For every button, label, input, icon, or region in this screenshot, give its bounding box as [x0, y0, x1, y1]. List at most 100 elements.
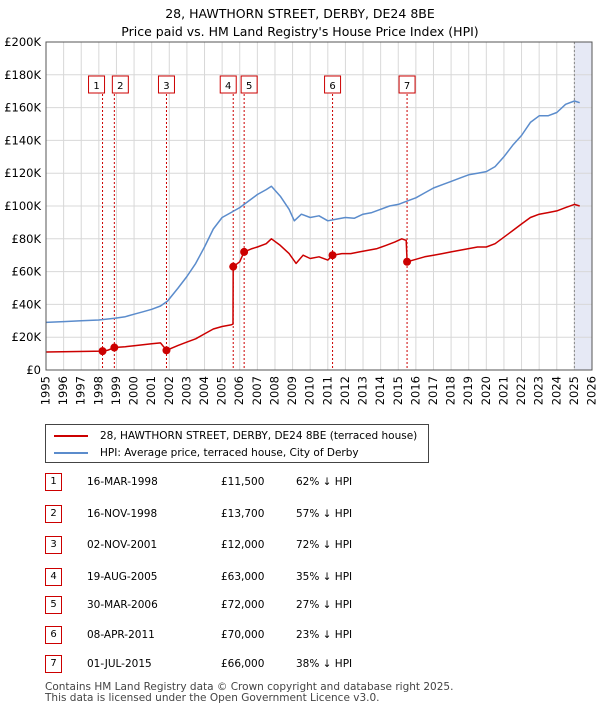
x-tick-label: 1998 — [91, 376, 105, 405]
x-tick-label: 2021 — [496, 376, 510, 405]
sale-label-number: 4 — [225, 81, 231, 92]
hpi-line — [45, 100, 580, 324]
x-tick-label: 2015 — [391, 376, 405, 405]
sale-hpi-diff: 62% ↓ HPI — [296, 476, 353, 488]
sale-label-number: 2 — [117, 81, 123, 92]
y-tick-label: £60K — [12, 265, 42, 279]
sale-price: £13,700 — [221, 508, 265, 520]
x-tick-label: 1999 — [109, 376, 123, 405]
sale-label-box — [240, 75, 258, 94]
sale-label-number: 3 — [163, 81, 169, 92]
y-tick-label: £0 — [26, 363, 41, 377]
x-tick-label: 2019 — [461, 376, 475, 405]
sale-date: 16-MAR-1998 — [87, 476, 158, 488]
x-tick-label: 2018 — [444, 376, 458, 405]
sale-hpi-diff: 23% ↓ HPI — [296, 629, 353, 641]
sale-point — [98, 347, 107, 356]
x-tick-label: 2014 — [373, 376, 387, 405]
legend-item-price: 28, HAWTHORN STREET, DERBY, DE24 8BE (te… — [54, 428, 417, 444]
sale-label-number: 1 — [93, 81, 99, 92]
x-tick-label: 2023 — [532, 376, 546, 405]
sale-price: £72,000 — [221, 599, 265, 611]
x-tick-label: 1995 — [39, 376, 53, 405]
table-row: 7 01-JUL-2015 £66,000 38% ↓ HPI — [45, 655, 465, 673]
sale-hpi-diff: 27% ↓ HPI — [296, 599, 353, 611]
x-tick-label: 2017 — [426, 376, 440, 405]
x-tick-label: 2004 — [197, 376, 211, 405]
sale-number-badge: 3 — [45, 536, 62, 554]
x-tick-label: 2003 — [179, 376, 193, 405]
x-tick-label: 2002 — [162, 376, 176, 405]
sale-date: 02-NOV-2001 — [87, 539, 158, 551]
table-row: 6 08-APR-2011 £70,000 23% ↓ HPI — [45, 626, 465, 644]
y-tick-label: £80K — [12, 232, 42, 246]
x-tick-label: 2012 — [338, 376, 352, 405]
sale-number-badge: 5 — [45, 596, 62, 614]
x-tick-label: 2000 — [127, 376, 141, 405]
sale-label-number: 7 — [404, 81, 410, 92]
footer-credits: Contains HM Land Registry data © Crown c… — [45, 682, 453, 704]
table-row: 2 16-NOV-1998 £13,700 57% ↓ HPI — [45, 505, 465, 523]
sale-label-box — [111, 75, 129, 94]
sale-number-badge: 2 — [45, 505, 62, 523]
sale-label-number: 5 — [246, 81, 252, 92]
legend-label-price: 28, HAWTHORN STREET, DERBY, DE24 8BE (te… — [100, 430, 418, 442]
chart-legend: 28, HAWTHORN STREET, DERBY, DE24 8BE (te… — [45, 424, 429, 463]
sale-hpi-diff: 35% ↓ HPI — [296, 571, 353, 583]
sale-date: 30-MAR-2006 — [87, 599, 158, 611]
table-row: 4 19-AUG-2005 £63,000 35% ↓ HPI — [45, 568, 465, 586]
y-tick-label: £20K — [12, 330, 42, 344]
sale-number-badge: 1 — [45, 473, 62, 491]
y-tick-label: £100K — [4, 199, 41, 213]
x-tick-label: 1997 — [74, 376, 88, 405]
table-row: 1 16-MAR-1998 £11,500 62% ↓ HPI — [45, 473, 465, 491]
table-row: 5 30-MAR-2006 £72,000 27% ↓ HPI — [45, 596, 465, 614]
sale-price: £11,500 — [221, 476, 265, 488]
sale-point — [110, 343, 119, 352]
legend-swatch-price — [54, 435, 88, 437]
table-row: 3 02-NOV-2001 £12,000 72% ↓ HPI — [45, 536, 465, 554]
sale-label-box — [157, 75, 175, 94]
plot-frame — [45, 41, 593, 371]
sale-label-number: 6 — [329, 81, 335, 92]
x-tick-label: 2024 — [549, 376, 563, 405]
sale-date: 01-JUL-2015 — [87, 658, 152, 670]
footer-licence: This data is licensed under the Open Gov… — [45, 692, 380, 704]
x-tick-label: 1996 — [56, 376, 70, 405]
chart-title: 28, HAWTHORN STREET, DERBY, DE24 8BE — [165, 6, 435, 21]
footer-copyright: Contains HM Land Registry data © Crown c… — [45, 681, 454, 693]
sale-hpi-diff: 57% ↓ HPI — [296, 508, 353, 520]
sale-number-badge: 7 — [45, 655, 62, 673]
x-tick-label: 2022 — [514, 376, 528, 405]
sale-point — [229, 262, 238, 271]
sale-label-box — [324, 75, 342, 94]
x-tick-label: 2011 — [320, 376, 334, 405]
sale-price: £70,000 — [221, 629, 265, 641]
x-tick-label: 2025 — [567, 376, 581, 405]
chart-subtitle: Price paid vs. HM Land Registry's House … — [121, 24, 479, 39]
sale-hpi-diff: 38% ↓ HPI — [296, 658, 353, 670]
legend-swatch-hpi — [54, 452, 88, 454]
y-tick-label: £180K — [4, 68, 41, 82]
sale-date: 16-NOV-1998 — [87, 508, 158, 520]
sale-date: 08-APR-2011 — [87, 629, 155, 641]
sale-number-badge: 6 — [45, 626, 62, 644]
y-tick-label: £200K — [4, 35, 41, 49]
sale-price: £66,000 — [221, 658, 265, 670]
sale-date: 19-AUG-2005 — [87, 571, 158, 583]
x-tick-label: 2007 — [250, 376, 264, 405]
sale-label-box — [88, 75, 106, 94]
price-line — [45, 203, 580, 353]
sale-point — [328, 251, 337, 260]
x-tick-label: 2020 — [479, 376, 493, 405]
x-tick-label: 2010 — [303, 376, 317, 405]
y-tick-label: £140K — [4, 133, 41, 147]
sale-point — [162, 346, 171, 355]
sale-point — [403, 257, 412, 266]
sale-label-box — [398, 75, 416, 94]
price-chart: 1 2 3 4 5 6 7 £0 £20K £40K £60K £80K £100K £120K £140… — [4, 35, 598, 405]
sale-point — [240, 247, 249, 256]
x-tick-label: 2013 — [356, 376, 370, 405]
sale-hpi-diff: 72% ↓ HPI — [296, 539, 353, 551]
sale-price: £63,000 — [221, 571, 265, 583]
